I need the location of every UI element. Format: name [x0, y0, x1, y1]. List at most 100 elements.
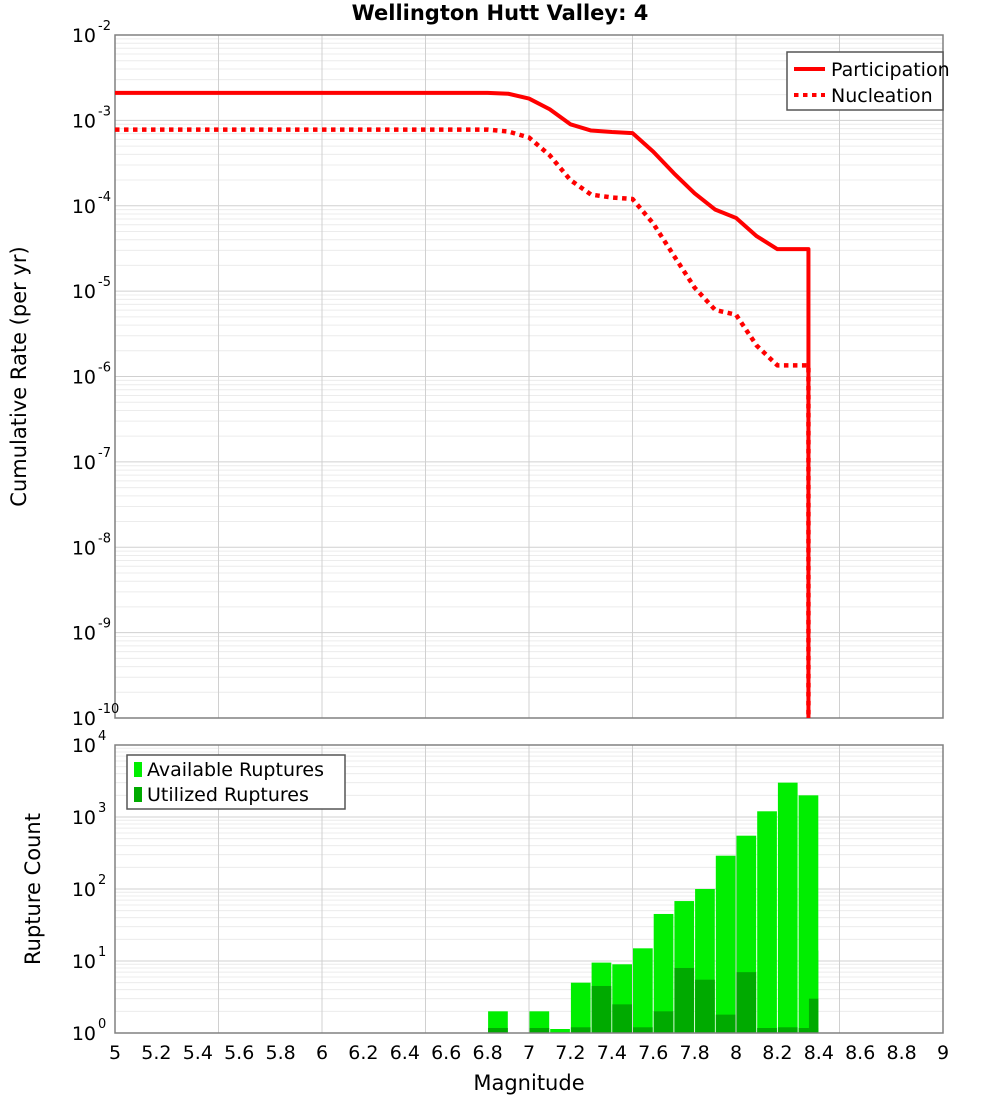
x-tick-label: 5.2: [141, 1042, 171, 1064]
bottom-plot-frame: [114, 744, 944, 1034]
bar-utilized: [808, 998, 819, 1033]
x-tick-label: 5.4: [183, 1042, 213, 1064]
x-tick-label: 8.8: [886, 1042, 916, 1064]
y-tick-exponent: 0: [98, 1017, 106, 1032]
x-tick-label: 7: [523, 1042, 535, 1064]
y-tick-label: 10: [72, 110, 96, 132]
y-tick-label: 10: [72, 623, 96, 645]
legend-swatch: [134, 787, 142, 802]
bar-utilized: [612, 1004, 632, 1033]
top-y-axis: 10-210-310-410-510-610-710-810-910 -10Cum…: [7, 19, 119, 730]
x-tick-label: 6.4: [390, 1042, 420, 1064]
y-tick-exponent: 2: [98, 873, 106, 888]
bar-available: [653, 913, 674, 1033]
bar-utilized: [653, 1011, 674, 1033]
page-title: Wellington Hutt Valley: 4: [352, 1, 649, 25]
x-tick-label: 5.8: [265, 1042, 295, 1064]
bar-available: [488, 1011, 508, 1033]
y-tick-label: 10: [72, 879, 96, 901]
series-line-nucleation: [115, 127, 811, 718]
bar-available: [808, 950, 819, 1033]
x-tick-label: 6.8: [472, 1042, 502, 1064]
bar-available: [777, 782, 798, 1033]
y-tick-label: 10: [72, 708, 96, 730]
bar-utilized: [715, 1014, 736, 1033]
x-tick-label: 8.6: [845, 1042, 875, 1064]
bottom-y-axis-label: Rupture Count: [21, 813, 45, 965]
y-tick-exponent: -2: [98, 19, 111, 34]
y-tick-exponent: -5: [98, 275, 111, 290]
x-tick-label: 5: [109, 1042, 121, 1064]
y-tick-exponent: -6: [98, 361, 111, 376]
bar-utilized: [633, 1027, 653, 1033]
y-tick-label: 10: [72, 452, 96, 474]
legend-label: Utilized Ruptures: [147, 784, 309, 806]
y-tick-label: 10: [72, 735, 96, 757]
y-tick-exponent: -10: [98, 702, 119, 717]
bar-utilized: [798, 1028, 819, 1033]
bar-available: [633, 948, 653, 1033]
legend-label: Nucleation: [831, 85, 933, 107]
top-series-group: [115, 90, 811, 718]
bar-utilized: [488, 1028, 508, 1033]
y-tick-label: 10: [72, 196, 96, 218]
y-tick-label: 10: [72, 807, 96, 829]
x-tick-label: 7.6: [638, 1042, 668, 1064]
bar-utilized: [529, 1028, 550, 1033]
x-tick-label: 5.6: [224, 1042, 254, 1064]
y-tick-label: 10: [72, 25, 96, 47]
legend-swatch: [134, 762, 142, 777]
y-tick-label: 10: [72, 367, 96, 389]
y-tick-exponent: -7: [98, 446, 111, 461]
legend-box: [786, 51, 944, 111]
bar-utilized: [777, 1027, 798, 1033]
y-tick-exponent: -8: [98, 531, 111, 546]
chart-title-group: Wellington Hutt Valley: 4: [352, 1, 649, 25]
x-tick-label: 7.4: [597, 1042, 627, 1064]
x-tick-label: 6.2: [348, 1042, 378, 1064]
x-tick-label: 8.4: [804, 1042, 834, 1064]
top-plot-frame: [114, 34, 944, 719]
y-tick-exponent: -3: [98, 104, 111, 119]
top-panel: 10-210-310-410-510-610-710-810-910 -10Cum…: [7, 19, 950, 730]
legend-box: [126, 754, 346, 810]
x-tick-label: 7.2: [555, 1042, 585, 1064]
bar-available: [570, 982, 591, 1033]
x-tick-label: 8: [730, 1042, 742, 1064]
y-tick-exponent: -4: [98, 190, 111, 205]
y-tick-label: 10: [72, 1023, 96, 1045]
bar-available: [715, 855, 736, 1033]
series-line-participation: [115, 90, 811, 718]
y-tick-exponent: 1: [98, 945, 106, 960]
top-y-axis-label: Cumulative Rate (per yr): [7, 246, 31, 506]
x-tick-label: 7.8: [679, 1042, 709, 1064]
bar-utilized: [757, 1028, 777, 1033]
bar-available: [550, 1029, 570, 1033]
top-panel-grid: [114, 34, 944, 719]
y-tick-exponent: -9: [98, 617, 111, 632]
x-tick-label: 6: [316, 1042, 328, 1064]
bar-available: [529, 1011, 550, 1033]
x-tick-label: 8.2: [762, 1042, 792, 1064]
x-axis-label: Magnitude: [473, 1071, 584, 1095]
bar-utilized: [591, 985, 612, 1033]
x-axis: 5 5.2 5.4 5.6 5.8 6 6.2 6.4 6.6 6.8 7 7.2 7.4 7.6 7.8 8…: [109, 1042, 949, 1095]
bar-utilized: [736, 972, 757, 1033]
bar-utilized: [570, 1027, 591, 1033]
x-tick-label: 6.6: [431, 1042, 461, 1064]
top-legend: Participation Nucleation: [786, 51, 950, 111]
bar-group: [488, 782, 819, 1033]
legend-label: Participation: [831, 59, 950, 81]
y-tick-label: 10: [72, 951, 96, 973]
bar-available: [757, 811, 777, 1033]
y-tick-exponent: 4: [98, 729, 106, 744]
x-tick-label: 9: [937, 1042, 949, 1064]
bar-utilized: [695, 979, 715, 1033]
bar-utilized: [674, 967, 695, 1033]
y-tick-label: 10: [72, 537, 96, 559]
legend-label: Available Ruptures: [147, 759, 324, 781]
